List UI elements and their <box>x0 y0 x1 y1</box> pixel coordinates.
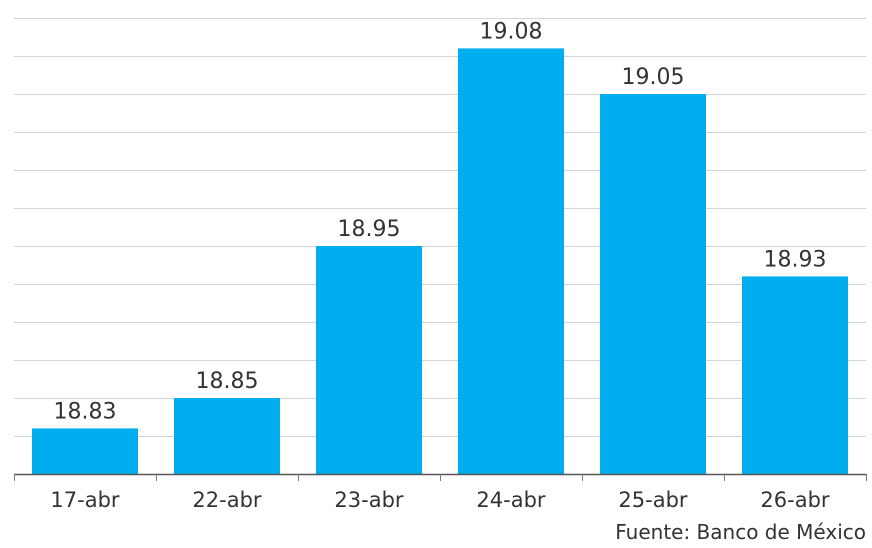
data-label: 19.08 <box>480 19 543 44</box>
data-label: 18.85 <box>196 369 259 394</box>
data-labels: 18.83 18.85 18.95 19.08 19.05 18.93 <box>54 19 827 424</box>
bar <box>600 94 706 474</box>
bar <box>742 276 848 474</box>
source-note: Fuente: Banco de México <box>615 520 866 544</box>
x-axis: 17-abr 22-abr 23-abr 24-abr 25-abr 26-abr <box>14 473 867 512</box>
bar <box>316 246 422 474</box>
x-tick-label: 23-abr <box>334 488 403 512</box>
bars <box>32 48 848 475</box>
data-label: 18.83 <box>54 399 117 424</box>
grid-lines <box>14 18 866 437</box>
data-label: 18.95 <box>338 217 401 242</box>
x-tick-label: 25-abr <box>618 488 687 512</box>
bar <box>174 398 280 474</box>
bar <box>458 48 564 475</box>
x-tick-label: 24-abr <box>476 488 545 512</box>
bar <box>32 428 138 474</box>
x-tick-label: 26-abr <box>760 488 829 512</box>
x-tick-label: 17-abr <box>50 488 119 512</box>
data-label: 19.05 <box>622 65 685 90</box>
x-tick-label: 22-abr <box>192 488 261 512</box>
data-label: 18.93 <box>764 247 827 272</box>
